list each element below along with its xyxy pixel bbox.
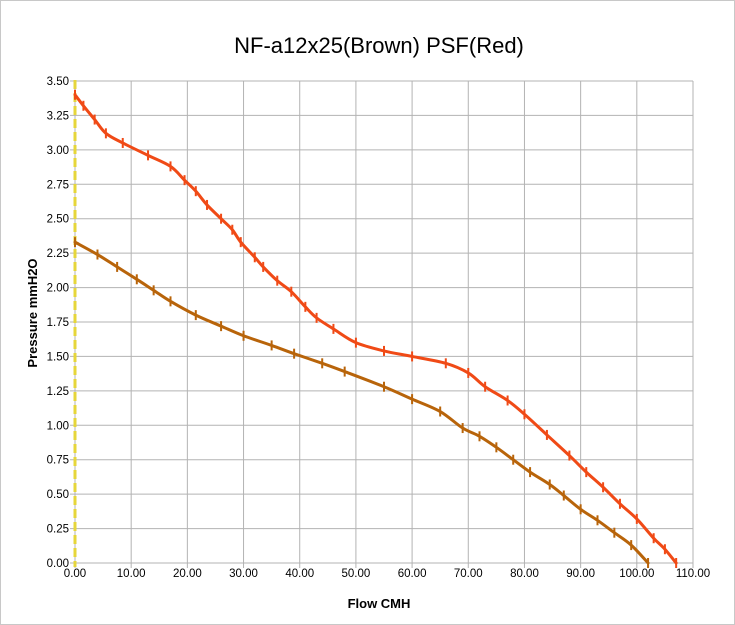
y-tick-label: 1.00	[47, 420, 69, 432]
y-tick-label: 0.00	[47, 558, 69, 570]
x-tick-labels: 0.00 10.00 20.00 30.00 40.00 50.00 60.00 70.00 8…	[64, 568, 710, 580]
series-line	[73, 240, 650, 565]
grid	[70, 80, 694, 568]
y-tick-label: 0.75	[47, 455, 69, 467]
x-tick-label: 40.00	[285, 568, 314, 580]
x-tick-label: 30.00	[229, 568, 258, 580]
series-line	[73, 93, 678, 565]
y-tick-labels: 0.00 0.25 0.50 0.75 1.00 1.25 1.50 1.75 2.00 2.25…	[47, 76, 69, 570]
x-tick-label: 80.00	[510, 568, 539, 580]
x-tick-label: 60.00	[398, 568, 427, 580]
y-tick-label: 0.25	[47, 524, 69, 536]
x-tick-label: 10.00	[117, 568, 146, 580]
y-tick-label: 1.25	[47, 386, 69, 398]
y-tick-label: 3.50	[47, 76, 69, 88]
x-tick-label: 20.00	[173, 568, 202, 580]
y-tick-label: 2.50	[47, 214, 69, 226]
series-2	[73, 237, 650, 568]
y-tick-label: 1.50	[47, 351, 69, 363]
series-1	[73, 89, 678, 568]
x-tick-label: 50.00	[342, 568, 371, 580]
chart-title: NF-a12x25(Brown) PSF(Red)	[234, 33, 524, 58]
x-axis-title: Flow CMH	[348, 596, 411, 611]
y-tick-label: 1.75	[47, 317, 69, 329]
y-tick-label: 2.00	[47, 283, 69, 295]
y-tick-label: 3.25	[47, 110, 69, 122]
y-tick-label: 2.25	[47, 248, 69, 260]
series-layer	[73, 89, 678, 568]
x-tick-label: 90.00	[566, 568, 595, 580]
x-tick-label: 70.00	[454, 568, 483, 580]
x-tick-label: 110.00	[676, 568, 710, 580]
y-tick-label: 0.50	[47, 489, 69, 501]
y-tick-label: 3.00	[47, 145, 69, 157]
x-tick-label: 100.00	[619, 568, 654, 580]
x-tick-label: 0.00	[64, 568, 86, 580]
y-axis-title: Pressure mmH2O	[25, 258, 40, 367]
y-tick-label: 2.75	[47, 179, 69, 191]
